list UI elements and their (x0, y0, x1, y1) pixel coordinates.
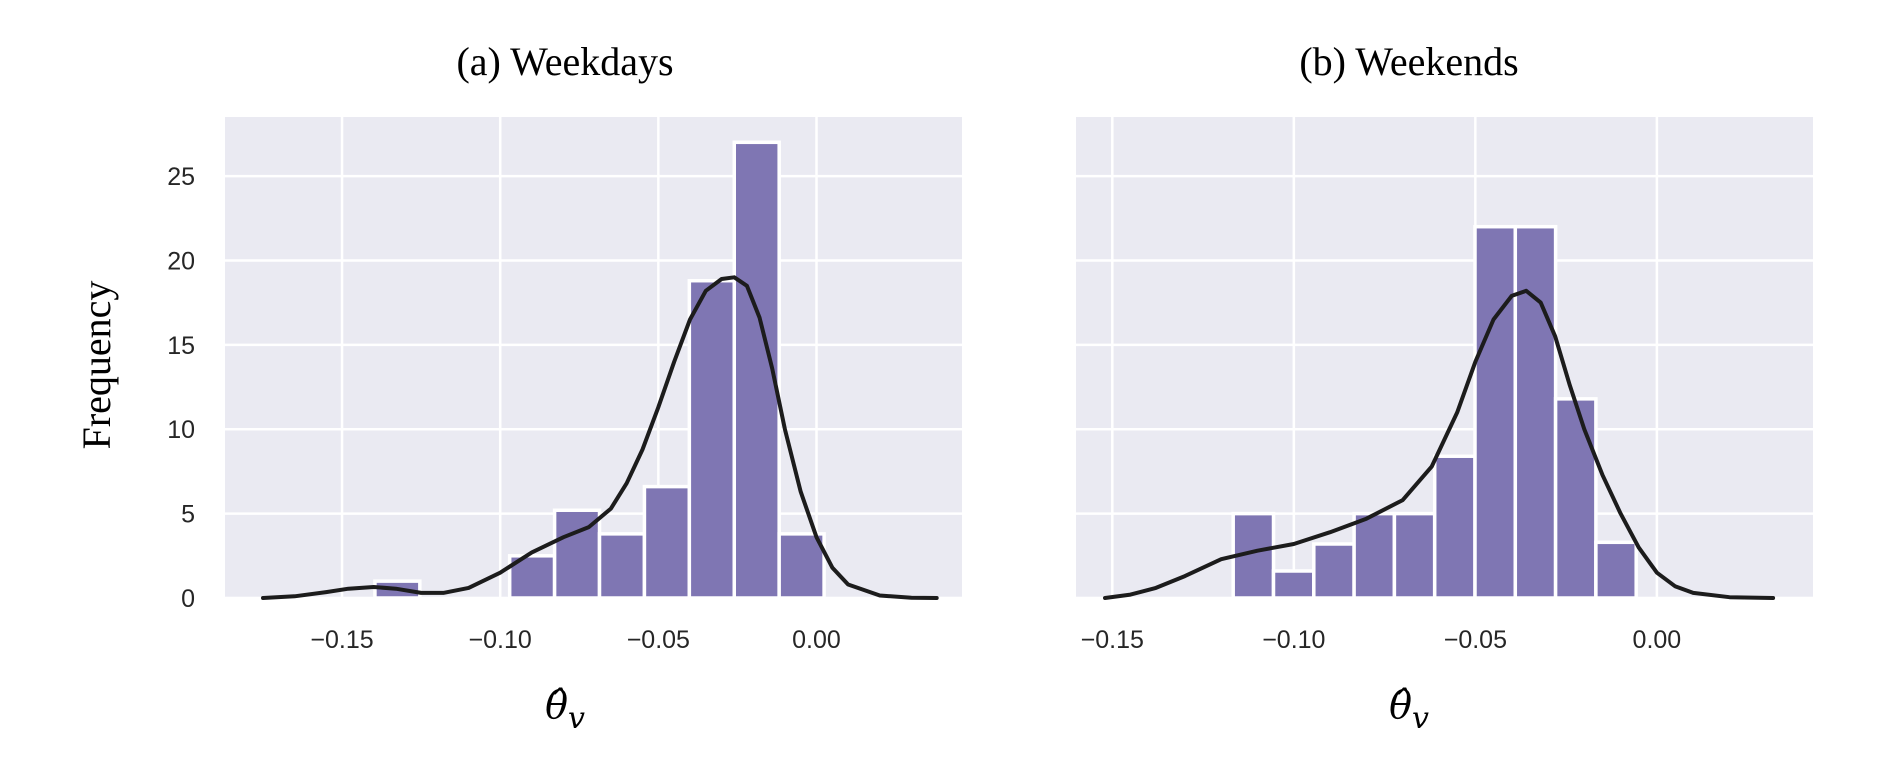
x-tick-label: −0.10 (1262, 626, 1325, 654)
histogram-bar (1352, 511, 1397, 600)
kde-curve (261, 275, 939, 600)
y-tick-label: 20 (167, 247, 195, 275)
histogram-bar (1271, 569, 1316, 600)
y-axis-label: Frequency (74, 281, 119, 450)
histogram-bar (642, 484, 692, 600)
y-tick-label: 5 (181, 501, 195, 529)
histogram-bar (1473, 224, 1518, 600)
x-tick-label: −0.05 (627, 626, 690, 654)
x-axis-label: θ̂v (545, 683, 585, 736)
y-tick-label: 0 (181, 585, 195, 613)
panel-weekdays: (a) Weekdays −0.15 −0.10 −0.05 0.00 0 5 10 15 20 2… (167, 39, 962, 736)
histogram-bar (1594, 540, 1638, 600)
x-tick-label: −0.05 (1444, 626, 1507, 654)
histogram-bar (687, 278, 737, 600)
histogram-bar (1553, 397, 1598, 600)
x-tick-label: 0.00 (792, 626, 841, 654)
panel-weekends: (b) Weekends −0.15 −0.10 −0.05 0.00 θ̂v (1076, 39, 1813, 736)
x-axis-label-subscript: v (1412, 701, 1429, 736)
kde-curve (1103, 288, 1776, 600)
histogram-bar (1392, 511, 1437, 600)
histogram-bar (777, 532, 826, 600)
x-tick-label: 0.00 (1633, 626, 1682, 654)
histogram-bar (1432, 454, 1477, 600)
x-tick-label: −0.10 (469, 626, 532, 654)
y-tick-label: 25 (167, 163, 195, 191)
x-tick-label: −0.15 (1081, 626, 1144, 654)
chart-title: (a) Weekdays (456, 39, 673, 84)
histogram-bar (1312, 542, 1356, 600)
x-axis-label-subscript: v (568, 701, 585, 736)
x-axis-label-symbol: θ̂ (1389, 683, 1412, 727)
histogram-bar (1513, 224, 1558, 600)
histogram-bar (552, 508, 602, 600)
x-tick-label: −0.15 (310, 626, 373, 654)
x-axis-label: θ̂v (1389, 683, 1429, 736)
histogram-bar (597, 532, 647, 600)
y-tick-label: 10 (167, 416, 195, 444)
chart-title: (b) Weekends (1299, 39, 1518, 84)
y-tick-label: 15 (167, 332, 195, 360)
x-axis-label-symbol: θ̂ (545, 683, 568, 727)
